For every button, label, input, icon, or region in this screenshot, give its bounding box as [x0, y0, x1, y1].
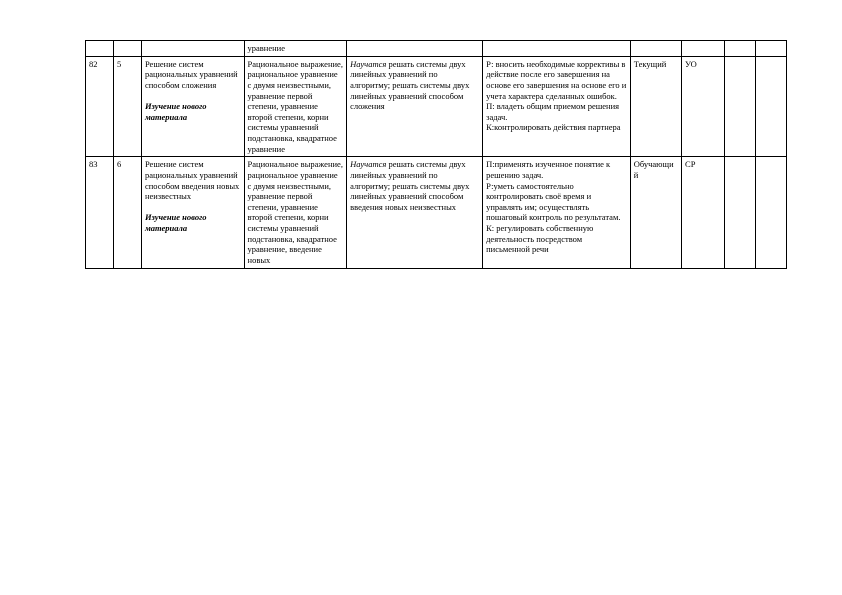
lesson-competencies: Р: вносить необходимые коррективы в дейс…	[483, 56, 631, 157]
cell	[682, 41, 725, 57]
cell	[724, 157, 755, 268]
lesson-concepts: Рациональное выражение, рациональное ура…	[244, 157, 347, 268]
lesson-concepts: Рациональное выражение, рациональное ура…	[244, 56, 347, 157]
cell	[755, 157, 786, 268]
cell	[113, 41, 141, 57]
topic-type: Изучение нового материала	[145, 101, 207, 122]
lesson-outcomes: Научатся решать системы двух линейных ур…	[347, 157, 483, 268]
cell	[755, 41, 786, 57]
control-type: Обучающий	[630, 157, 681, 268]
table-row: 83 6 Решение систем рациональных уравнен…	[86, 157, 787, 268]
outcome-prefix: Научатся	[350, 159, 386, 169]
page: уравнение 82 5 Решение систем рациональн…	[0, 0, 842, 309]
curriculum-table: уравнение 82 5 Решение систем рациональн…	[85, 40, 787, 269]
cell: уравнение	[244, 41, 347, 57]
lesson-subnumber: 5	[113, 56, 141, 157]
topic-type: Изучение нового материала	[145, 212, 207, 233]
cell	[724, 41, 755, 57]
lesson-topic: Решение систем рациональных уравнений сп…	[141, 157, 244, 268]
control-form: СР	[682, 157, 725, 268]
cell	[755, 56, 786, 157]
lesson-number: 82	[86, 56, 114, 157]
lesson-competencies: П:применять изученное понятие к решению …	[483, 157, 631, 268]
table-row: уравнение	[86, 41, 787, 57]
cell	[347, 41, 483, 57]
cell	[724, 56, 755, 157]
cell	[630, 41, 681, 57]
lesson-topic: Решение систем рациональных уравнений сп…	[141, 56, 244, 157]
lesson-outcomes: Научатся решать системы двух линейных ур…	[347, 56, 483, 157]
cell	[86, 41, 114, 57]
lesson-number: 83	[86, 157, 114, 268]
control-form: УО	[682, 56, 725, 157]
table-row: 82 5 Решение систем рациональных уравнен…	[86, 56, 787, 157]
cell	[141, 41, 244, 57]
topic-main: Решение систем рациональных уравнений сп…	[145, 59, 238, 90]
control-type: Текущий	[630, 56, 681, 157]
cell	[483, 41, 631, 57]
lesson-subnumber: 6	[113, 157, 141, 268]
outcome-prefix: Научатся	[350, 59, 386, 69]
topic-main: Решение систем рациональных уравнений сп…	[145, 159, 239, 201]
